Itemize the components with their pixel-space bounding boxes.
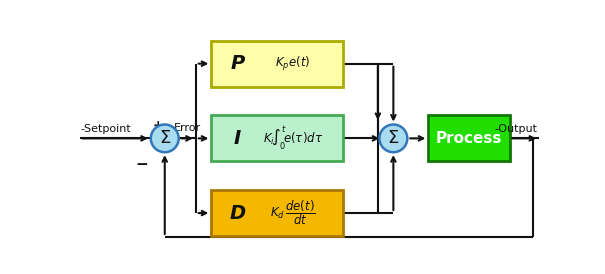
Text: −: − — [136, 157, 148, 172]
FancyBboxPatch shape — [428, 115, 509, 161]
Text: $K_p e(t)$: $K_p e(t)$ — [275, 55, 310, 73]
Circle shape — [151, 124, 178, 152]
Text: $K_i\!\int_0^t\!e(\tau)d\tau$: $K_i\!\int_0^t\!e(\tau)d\tau$ — [263, 124, 323, 152]
Text: $K_d\,\dfrac{de(t)}{dt}$: $K_d\,\dfrac{de(t)}{dt}$ — [270, 199, 316, 227]
Text: $\Sigma$: $\Sigma$ — [159, 129, 171, 147]
Text: $\Sigma$: $\Sigma$ — [387, 129, 399, 147]
Text: +: + — [152, 119, 163, 132]
Text: Error: Error — [174, 123, 201, 133]
FancyBboxPatch shape — [211, 190, 343, 236]
Text: P: P — [231, 54, 245, 73]
Text: D: D — [229, 204, 246, 222]
FancyBboxPatch shape — [211, 115, 343, 161]
Text: -Setpoint: -Setpoint — [80, 124, 131, 134]
Text: I: I — [234, 129, 241, 148]
Text: Process: Process — [436, 131, 502, 146]
Circle shape — [379, 124, 407, 152]
Text: -Output: -Output — [494, 124, 537, 134]
FancyBboxPatch shape — [211, 41, 343, 87]
